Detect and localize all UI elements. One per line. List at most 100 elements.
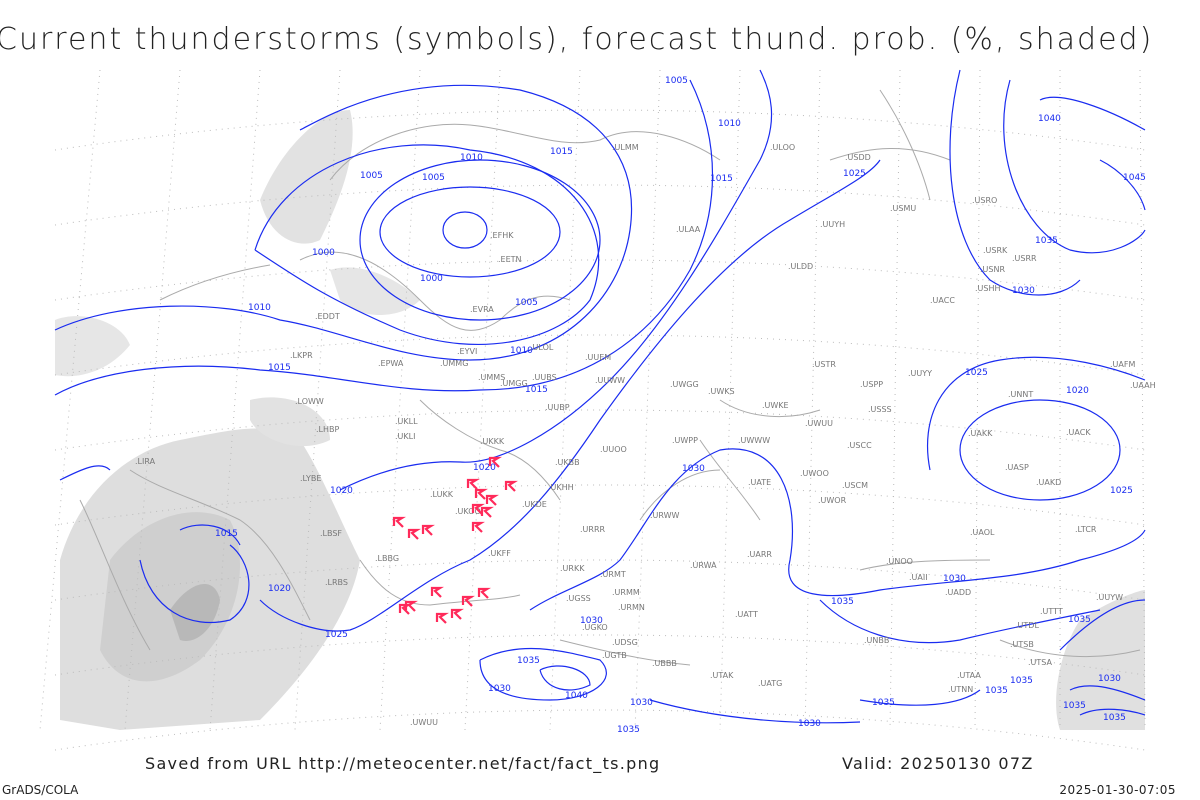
station-label: .USCM: [842, 481, 868, 490]
valid-time: Valid: 20250130 07Z: [842, 754, 1034, 773]
station-label: .ULDD: [788, 262, 813, 271]
station-label: .UWKS: [708, 387, 735, 396]
station-label: .LBSF: [320, 529, 342, 538]
station-label: .UTAA: [957, 671, 981, 680]
station-label: .UUWW: [595, 376, 625, 385]
parallel-line: [54, 709, 1146, 751]
parallel-line: [54, 409, 1146, 451]
station-label: .UWKE: [762, 401, 789, 410]
meridian-line: [719, 69, 741, 731]
station-label: .USRK: [983, 246, 1008, 255]
station-label: .USPP: [860, 380, 883, 389]
station-label: .UUOO: [600, 445, 627, 454]
station-label: .EDDT: [315, 312, 340, 321]
station-label: .UTDL: [1015, 621, 1039, 630]
generation-timestamp: 2025-01-30-07:05: [1059, 783, 1176, 797]
isobar-label: 1020: [330, 486, 353, 496]
meridian-line: [464, 69, 501, 731]
station-label: .UWWW: [738, 436, 770, 445]
station-label: .UTSB: [1010, 640, 1034, 649]
isobar-label: 1030: [798, 719, 821, 729]
isobar-label: 1030: [943, 574, 966, 584]
station-label: .UAFM: [1110, 360, 1135, 369]
isobar-label: 1035: [1035, 236, 1058, 246]
source-url-note: Saved from URL http://meteocenter.net/fa…: [145, 754, 661, 773]
station-label: .UACK: [1066, 428, 1091, 437]
station-label: .UKDE: [522, 500, 547, 509]
station-label: .USMU: [890, 204, 916, 213]
station-label: .UMMG: [440, 359, 468, 368]
isobar-label: 1005: [422, 173, 445, 183]
station-label: .UUBP: [545, 403, 570, 412]
station-label: .UAKD: [1036, 478, 1061, 487]
isobar-label: 1025: [965, 368, 988, 378]
isobar-label: 1025: [843, 169, 866, 179]
meridian-line: [379, 69, 421, 731]
station-label: .ULAA: [676, 225, 701, 234]
station-label: .UATE: [748, 478, 771, 487]
isobar-label: 1015: [525, 385, 548, 395]
thunderstorm-symbol: [421, 524, 435, 536]
station-label: .UNOO: [886, 557, 913, 566]
station-label: .UMMS: [478, 373, 505, 382]
station-label: .UKHH: [548, 483, 574, 492]
station-label: .UUBS: [532, 373, 557, 382]
station-label: .UKLL: [395, 417, 418, 426]
thunderstorm-symbol: [466, 478, 480, 490]
station-label: .ULMM: [612, 143, 639, 152]
station-label: .UDSG: [612, 638, 638, 647]
station-label: .LIRA: [135, 457, 156, 466]
parallel-line: [54, 109, 1146, 151]
isobar-label: 1025: [325, 630, 348, 640]
thunderstorm-symbol: [471, 503, 485, 515]
station-label: .UNBB: [864, 636, 889, 645]
isobar-label: 1015: [268, 363, 291, 373]
station-label: .UKKK: [480, 437, 505, 446]
station-label: .UWGG: [670, 380, 699, 389]
station-label: .UMGG: [500, 379, 528, 388]
isobar-label: 1000: [420, 274, 443, 284]
station-label: .UGKO: [582, 623, 608, 632]
isobar-label: 1035: [1103, 713, 1126, 723]
isobar-label: 1035: [1068, 615, 1091, 625]
station-label: .UATG: [758, 679, 782, 688]
station-label: .URRR: [580, 525, 606, 534]
station-label: .UNNT: [1008, 390, 1033, 399]
station-label: .UWUU: [805, 419, 833, 428]
isobar-label: 1035: [617, 725, 640, 735]
station-label: .URMT: [600, 570, 626, 579]
isobar-label: 1000: [312, 248, 335, 258]
station-label: .EVRA: [470, 305, 494, 314]
station-label: .LBBG: [375, 554, 399, 563]
station-label: .UKBB: [555, 458, 580, 467]
station-label: .UWOO: [800, 469, 829, 478]
thunderstorm-probability-shading: [55, 110, 1145, 730]
station-label: .URWW: [650, 511, 680, 520]
station-label: .LHBP: [316, 425, 340, 434]
station-label: .UKLI: [395, 432, 415, 441]
station-label: .UWOR: [818, 496, 847, 505]
isobar-label: 1030: [1012, 286, 1035, 296]
station-label: .UTNN: [948, 685, 973, 694]
station-label: .UTTT: [1040, 607, 1063, 616]
isobar-label: 1035: [872, 698, 895, 708]
station-label: .UATT: [735, 610, 758, 619]
isobar-label: 1005: [360, 171, 383, 181]
thunderstorm-symbol: [461, 595, 475, 607]
station-label: .USSS: [868, 405, 892, 414]
isobar-label: 1020: [268, 584, 291, 594]
station-label: .URWA: [690, 561, 717, 570]
isobar-label: 1030: [682, 464, 705, 474]
isobar-label: 1025: [1110, 486, 1133, 496]
station-label: .UTAK: [710, 671, 734, 680]
thunderstorm-symbol: [450, 608, 464, 620]
isobar-label: 1035: [1063, 701, 1086, 711]
meridian-line: [209, 69, 261, 731]
station-label: .USHH: [975, 284, 1001, 293]
thunderstorm-symbol: [435, 612, 449, 624]
thunderstorm-symbols: [392, 456, 518, 624]
thunderstorm-symbol: [477, 587, 491, 599]
station-label: .UUYW: [1096, 593, 1123, 602]
isobar-label: 1035: [517, 656, 540, 666]
meridian-line: [804, 69, 821, 731]
